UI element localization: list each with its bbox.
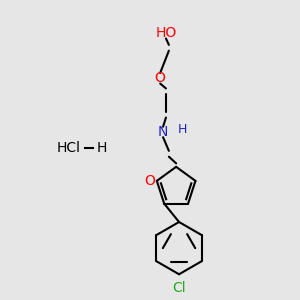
Text: HO: HO xyxy=(155,26,177,40)
Text: H: H xyxy=(97,141,107,155)
Text: HCl: HCl xyxy=(57,141,81,155)
Text: Cl: Cl xyxy=(172,281,186,295)
Text: O: O xyxy=(155,71,166,85)
Text: O: O xyxy=(144,174,155,188)
Text: H: H xyxy=(178,123,188,136)
Text: N: N xyxy=(158,125,168,139)
